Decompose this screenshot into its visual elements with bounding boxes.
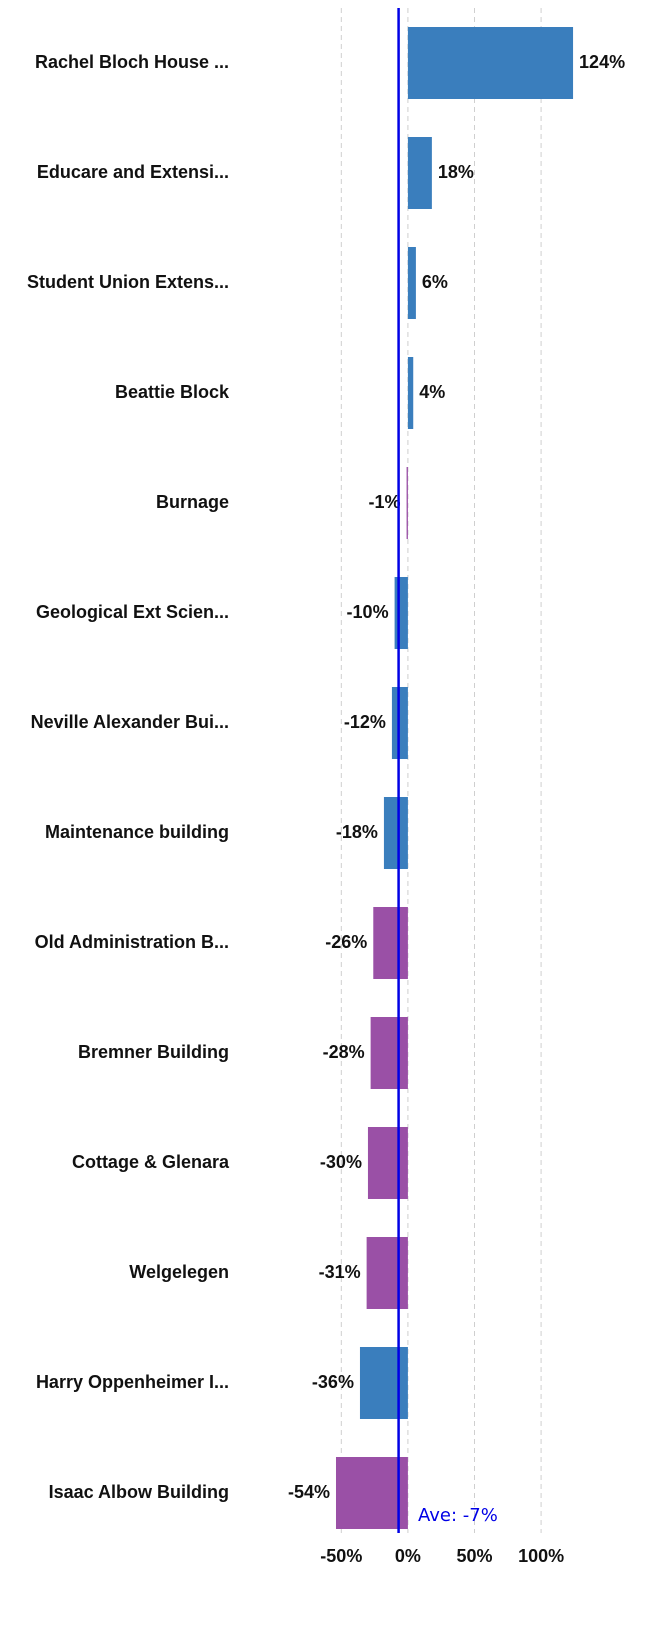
- y-tick-label: Geological Ext Scien...: [36, 602, 229, 622]
- y-tick-label: Educare and Extensi...: [37, 162, 229, 182]
- bar: [407, 357, 414, 429]
- value-label: 6%: [422, 272, 448, 292]
- bar: [383, 797, 408, 869]
- x-tick-label: 0%: [395, 1546, 421, 1566]
- value-label: -18%: [336, 822, 378, 842]
- bar: [391, 687, 408, 759]
- bar: [407, 137, 432, 209]
- x-tick-label: 100%: [518, 1546, 564, 1566]
- bar: [394, 577, 408, 649]
- y-tick-label: Beattie Block: [115, 382, 230, 402]
- y-tick-label: Cottage & Glenara: [72, 1152, 230, 1172]
- value-label: 4%: [419, 382, 445, 402]
- value-label: -36%: [312, 1372, 354, 1392]
- value-label: -12%: [344, 712, 386, 732]
- y-tick-label: Welgelegen: [129, 1262, 229, 1282]
- bar: [366, 1237, 408, 1309]
- y-tick-label: Bremner Building: [78, 1042, 229, 1062]
- value-label: -54%: [288, 1482, 330, 1502]
- value-label: -31%: [319, 1262, 361, 1282]
- value-label: -30%: [320, 1152, 362, 1172]
- bar: [335, 1457, 408, 1529]
- y-tick-label: Student Union Extens...: [27, 272, 229, 292]
- bar: [407, 27, 574, 99]
- y-tick-label: Old Administration B...: [35, 932, 229, 952]
- y-tick-label: Maintenance building: [45, 822, 229, 842]
- bar: [359, 1347, 408, 1419]
- y-tick-label: Harry Oppenheimer I...: [36, 1372, 229, 1392]
- value-label: 124%: [579, 52, 625, 72]
- y-tick-label: Isaac Albow Building: [49, 1482, 229, 1502]
- average-label: Ave: -7%: [418, 1505, 498, 1526]
- value-label: -1%: [369, 492, 401, 512]
- bar: [367, 1127, 408, 1199]
- bar: [370, 1017, 408, 1089]
- value-label: 18%: [438, 162, 474, 182]
- bar: [406, 467, 408, 539]
- x-tick-label: -50%: [320, 1546, 362, 1566]
- x-tick-label: 50%: [456, 1546, 492, 1566]
- y-tick-label: Burnage: [156, 492, 229, 512]
- value-label: -28%: [323, 1042, 365, 1062]
- bar: [407, 247, 416, 319]
- y-tick-label: Neville Alexander Bui...: [31, 712, 229, 732]
- value-label: -26%: [325, 932, 367, 952]
- bar: [373, 907, 408, 979]
- value-label: -10%: [347, 602, 389, 622]
- y-tick-label: Rachel Bloch House ...: [35, 52, 229, 72]
